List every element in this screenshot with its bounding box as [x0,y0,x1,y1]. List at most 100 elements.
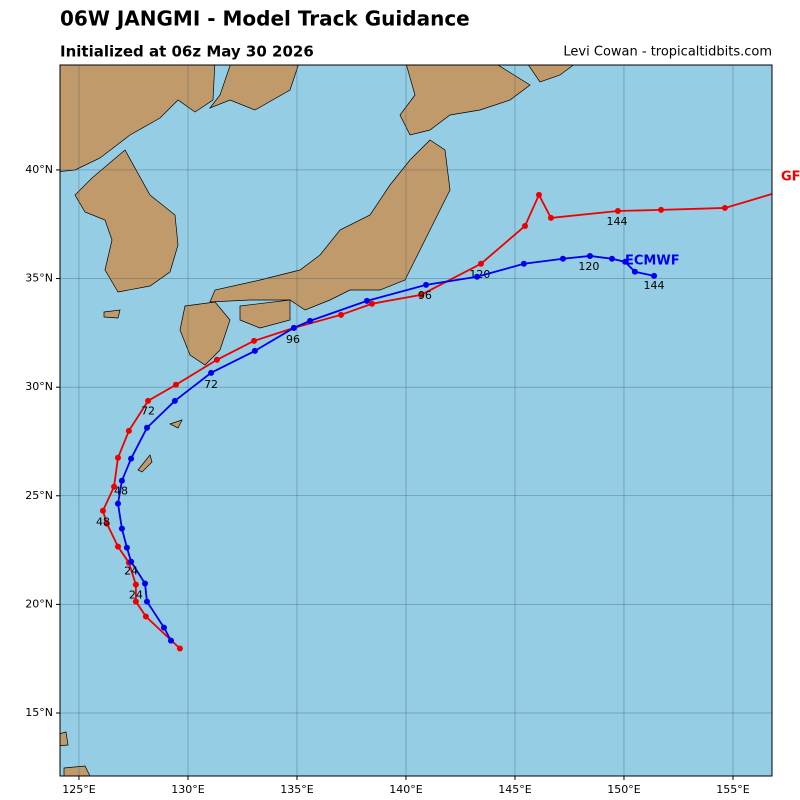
island [137,454,153,473]
series-name: ECMWF [625,254,680,269]
track-point [290,324,297,331]
track-point [171,397,178,404]
track-point [477,260,484,267]
series-name: GFS [781,170,800,185]
track-point [535,191,542,198]
hour-label: 48 [114,485,128,498]
x-tick-label: 155°E [716,783,749,796]
track-point [658,206,665,213]
track-point [132,581,139,588]
track-point [176,645,183,652]
track-point [520,260,527,267]
island [169,419,183,429]
track-point [586,252,593,259]
hokkaido [399,65,531,136]
land [60,65,574,776]
x-tick-label: 135°E [280,783,313,796]
plot-frame [59,64,773,777]
track-point [128,455,135,462]
track-point [114,543,121,550]
track-point [111,483,118,490]
track-point [423,281,430,288]
track-point [160,624,167,631]
track-point [614,207,621,214]
y-tick-label: 35°N [25,272,53,285]
island [60,731,69,746]
track-point [651,272,658,279]
y-tick-label: 15°N [25,706,53,719]
track-point [142,613,149,620]
track-point [213,356,220,363]
track-point [143,424,150,431]
track-point [547,214,554,221]
title: 06W JANGMI - Model Track Guidance [60,7,470,31]
track-point [418,291,425,298]
track-point [608,255,615,262]
island [103,309,121,319]
track-point [118,525,125,532]
track-point [251,347,258,354]
hour-label: 72 [141,405,155,418]
track-point [99,507,106,514]
honshu [209,139,451,311]
hour-label: 24 [129,589,143,602]
track-point [363,297,370,304]
track-point [559,255,566,262]
sakhalin [527,65,574,83]
hour-label: 96 [286,333,300,346]
track-point [474,273,481,280]
subtitle: Initialized at 06z May 30 2026 [60,43,314,61]
track-point [114,454,121,461]
track-point [114,500,121,507]
track-point [631,268,638,275]
y-tick-label: 30°N [25,380,53,393]
track-point [522,222,529,229]
track-point [123,544,130,551]
track-point [172,381,179,388]
track-point [622,258,629,265]
hour-label: 120 [578,260,599,273]
track-point [338,311,345,318]
track-point [142,580,149,587]
hour-label: 72 [204,378,218,391]
credit: Levi Cowan - tropicaltidbits.com [563,45,772,60]
hour-label: 48 [96,516,110,529]
track-point [251,337,258,344]
series-names: GFS ECMWF [625,170,800,269]
y-tick-label: 20°N [25,597,53,610]
x-tick-label: 145°E [498,783,531,796]
hour-label: 24 [124,565,138,578]
hour-label: 96 [418,289,432,302]
kyushu [179,301,231,366]
grid [60,65,772,776]
track-point [167,637,174,644]
track-point [143,598,150,605]
track-point [125,427,132,434]
y-tick-label: 25°N [25,489,53,502]
track-point [132,598,139,605]
korea [74,149,179,293]
track-point [721,204,728,211]
shikoku [239,299,291,329]
russia [208,65,299,111]
ticks: 125°E 130°E 135°E 140°E 145°E 150°E 155°E 15°N 2… [25,163,749,796]
island [63,765,91,776]
track-point [145,397,152,404]
hour-label: 144 [606,215,627,228]
track-point [208,369,215,376]
y-tick-label: 40°N [25,163,53,176]
hour-label: 144 [644,279,665,292]
mainland [60,65,216,172]
track-point [118,477,125,484]
x-tick-label: 125°E [62,783,95,796]
x-tick-label: 150°E [607,783,640,796]
track-point [307,317,314,324]
x-tick-label: 130°E [171,783,204,796]
track-point [128,558,135,565]
track-point [368,300,375,307]
track-point [103,520,110,527]
x-tick-label: 140°E [389,783,422,796]
